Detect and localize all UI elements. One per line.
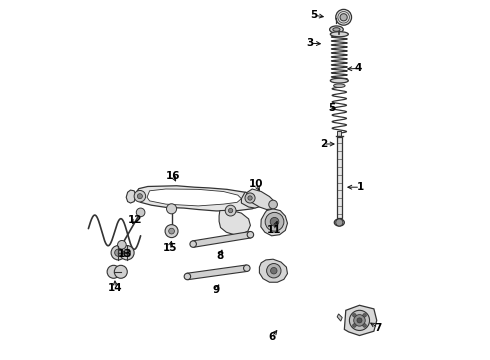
Polygon shape bbox=[219, 210, 250, 235]
Circle shape bbox=[353, 314, 356, 317]
Circle shape bbox=[357, 318, 362, 323]
Text: 15: 15 bbox=[163, 243, 177, 253]
Ellipse shape bbox=[330, 26, 343, 33]
Circle shape bbox=[267, 264, 281, 278]
Circle shape bbox=[136, 208, 145, 217]
Circle shape bbox=[190, 241, 196, 247]
Circle shape bbox=[111, 246, 125, 260]
Circle shape bbox=[340, 14, 347, 21]
Circle shape bbox=[118, 240, 126, 249]
Polygon shape bbox=[135, 186, 263, 211]
Text: 14: 14 bbox=[108, 283, 122, 293]
Text: 5: 5 bbox=[328, 103, 336, 113]
Circle shape bbox=[270, 267, 277, 274]
Text: 2: 2 bbox=[320, 139, 327, 149]
Circle shape bbox=[169, 228, 174, 234]
Text: 10: 10 bbox=[248, 179, 263, 189]
Polygon shape bbox=[337, 314, 342, 321]
Circle shape bbox=[248, 196, 252, 200]
Circle shape bbox=[120, 246, 134, 260]
Text: 4: 4 bbox=[355, 63, 362, 73]
Ellipse shape bbox=[330, 78, 348, 83]
Circle shape bbox=[184, 273, 191, 280]
Circle shape bbox=[363, 314, 367, 317]
Circle shape bbox=[353, 324, 356, 327]
Polygon shape bbox=[242, 192, 266, 208]
Text: 11: 11 bbox=[267, 225, 281, 235]
Circle shape bbox=[123, 249, 130, 256]
Circle shape bbox=[336, 9, 351, 25]
Circle shape bbox=[134, 190, 146, 202]
Text: 16: 16 bbox=[166, 171, 180, 181]
Polygon shape bbox=[187, 265, 247, 280]
Circle shape bbox=[349, 310, 369, 330]
Text: 8: 8 bbox=[216, 251, 223, 261]
Circle shape bbox=[269, 200, 277, 209]
Circle shape bbox=[107, 265, 120, 278]
Polygon shape bbox=[126, 190, 135, 203]
FancyBboxPatch shape bbox=[337, 137, 342, 218]
Polygon shape bbox=[344, 305, 377, 336]
Circle shape bbox=[245, 193, 255, 203]
Text: 9: 9 bbox=[213, 285, 220, 295]
Circle shape bbox=[115, 249, 122, 256]
Circle shape bbox=[270, 217, 279, 226]
Polygon shape bbox=[147, 189, 242, 206]
Circle shape bbox=[244, 265, 250, 271]
Circle shape bbox=[137, 194, 143, 199]
Circle shape bbox=[265, 212, 284, 231]
Text: 13: 13 bbox=[118, 249, 133, 259]
Circle shape bbox=[225, 205, 236, 216]
FancyBboxPatch shape bbox=[337, 131, 342, 137]
Text: 7: 7 bbox=[374, 323, 382, 333]
Polygon shape bbox=[247, 189, 275, 210]
Polygon shape bbox=[193, 231, 251, 247]
Circle shape bbox=[114, 265, 127, 278]
Polygon shape bbox=[261, 209, 288, 236]
Circle shape bbox=[336, 219, 343, 226]
Text: 5: 5 bbox=[310, 10, 317, 20]
Circle shape bbox=[363, 324, 367, 327]
Polygon shape bbox=[259, 259, 288, 282]
Circle shape bbox=[167, 204, 176, 214]
Text: 12: 12 bbox=[128, 215, 143, 225]
Ellipse shape bbox=[334, 219, 344, 226]
Circle shape bbox=[354, 315, 365, 326]
Ellipse shape bbox=[330, 32, 348, 37]
Circle shape bbox=[228, 208, 233, 213]
Circle shape bbox=[165, 225, 178, 238]
Ellipse shape bbox=[333, 28, 340, 31]
Circle shape bbox=[247, 231, 254, 238]
Text: 1: 1 bbox=[357, 182, 364, 192]
Text: 3: 3 bbox=[306, 38, 314, 48]
Text: 6: 6 bbox=[269, 332, 275, 342]
Ellipse shape bbox=[334, 84, 345, 87]
